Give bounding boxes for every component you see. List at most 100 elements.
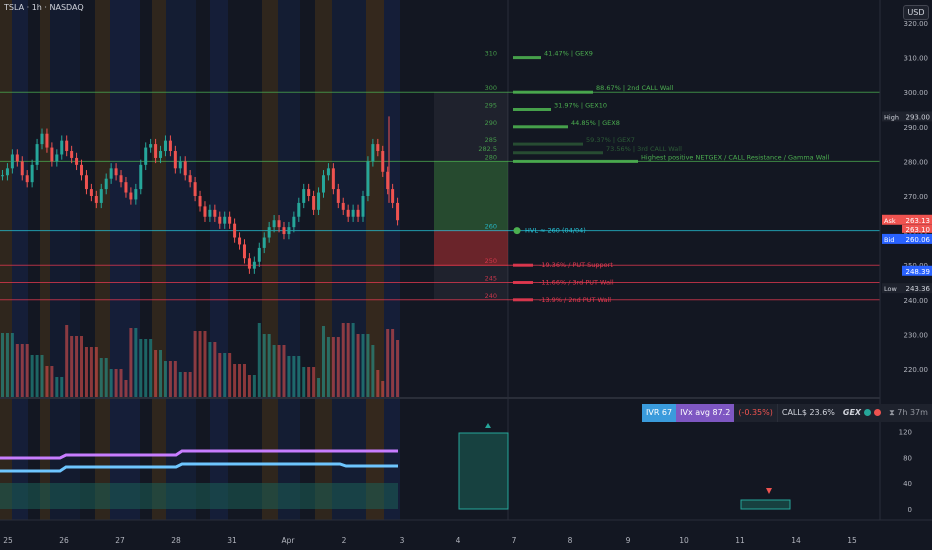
session-band: [366, 0, 384, 520]
volume-bar: [233, 364, 237, 397]
currency-button[interactable]: USD: [903, 5, 929, 20]
candle: [70, 151, 74, 158]
candle: [262, 237, 266, 248]
candle: [50, 147, 54, 162]
gex-bar: [513, 151, 603, 155]
change-badge: (-0.35%): [734, 404, 777, 422]
volume-bar: [183, 372, 187, 397]
candle: [292, 216, 296, 228]
osc-tick: 0: [908, 506, 912, 514]
time-label: 15: [847, 536, 857, 545]
volume-bar: [336, 337, 340, 397]
volume-bar: [5, 333, 9, 397]
candle: [208, 209, 212, 217]
down-triangle-icon: [766, 488, 772, 494]
time-axis[interactable]: 25 26 27 28 31 Apr 2 3 4 7 8 9 10 11 14 15: [3, 536, 857, 545]
candle: [242, 244, 246, 259]
candle: [321, 175, 325, 193]
candle: [317, 192, 321, 210]
candle: [168, 140, 172, 152]
bid-label-bg: [882, 233, 902, 244]
volume-bar: [341, 323, 345, 397]
volume-bar: [80, 336, 84, 397]
volume-bar: [326, 337, 330, 397]
candle: [193, 182, 197, 196]
gex-label: 59.37% | GEX7: [586, 136, 635, 144]
candle: [366, 161, 370, 196]
projected-call-bar: [458, 432, 509, 510]
volume-bar: [114, 369, 118, 397]
volume-bar: [30, 355, 34, 397]
volume-bar: [213, 342, 217, 397]
session-band: [12, 0, 28, 520]
price-tick: 280.00: [904, 158, 929, 166]
gex-area: [0, 483, 398, 509]
candle: [228, 216, 232, 224]
volume-bar: [99, 358, 103, 397]
volume-bar: [144, 339, 148, 397]
candle: [144, 147, 148, 165]
volume-bar: [84, 347, 88, 397]
volume-bar: [129, 328, 133, 397]
high-label-bg: [882, 111, 902, 122]
calls-badge: CALL$ 23.6%: [776, 404, 839, 422]
low-value: 243.36: [906, 285, 931, 293]
volume-bar: [386, 329, 390, 397]
candle: [326, 168, 330, 176]
volume-bar: [203, 331, 207, 397]
candle: [45, 133, 49, 148]
gex-label: -13.9% / 2nd PUT Wall: [539, 296, 611, 304]
price-tick: 270.00: [904, 193, 929, 201]
symbol-title[interactable]: TSLA · 1h · NASDAQ: [4, 3, 84, 12]
volume-bar: [396, 340, 400, 397]
volume-bar: [70, 336, 74, 397]
high-tag: [902, 111, 932, 122]
strike-label: 282.5: [478, 145, 497, 153]
session-band: [0, 0, 12, 520]
candle: [40, 133, 44, 145]
candle: [65, 140, 69, 152]
volume-bar: [198, 331, 202, 397]
osc-tick: 40: [903, 480, 912, 488]
candle: [154, 144, 158, 158]
gex-levels: 41.47% | GEX9 88.67% | 2nd CALL Wall 31.97…: [0, 50, 880, 304]
session-band: [40, 0, 50, 520]
support-value: 248.39: [906, 268, 931, 276]
volume-bar: [331, 337, 335, 397]
volume-bar: [173, 361, 177, 397]
candle: [386, 171, 390, 190]
candle: [218, 216, 222, 224]
session-shading: [0, 0, 400, 520]
ivx-badge: IVx avg 87.2: [676, 404, 735, 422]
volume-bar: [89, 347, 93, 397]
volume-bar: [252, 375, 256, 397]
volume-bar: [20, 344, 24, 397]
price-tick: 320.00: [904, 20, 929, 28]
volume-bar: [371, 345, 375, 397]
candle: [183, 161, 187, 176]
volume-bar: [307, 367, 311, 397]
strike-label: 280: [485, 153, 497, 161]
candle: [336, 189, 340, 203]
volume-bar: [168, 361, 172, 397]
volume-bar: [218, 353, 222, 397]
time-label: 2: [342, 536, 347, 545]
candle: [188, 175, 192, 183]
low-tag: [902, 283, 932, 294]
candle: [173, 151, 177, 169]
gex-label: Highest positive NETGEX / CALL Resistanc…: [641, 153, 830, 161]
volume-bar: [55, 377, 59, 397]
volume-bar: [65, 325, 69, 397]
volume-bar: [1, 333, 4, 397]
session-timer: ⧗ 7h 37m: [885, 404, 932, 422]
volume-bar: [159, 350, 163, 397]
volume-bar: [321, 326, 325, 397]
volume-bar: [149, 339, 153, 397]
up-triangle-icon: [485, 423, 491, 428]
candle: [381, 151, 385, 172]
oscillator-pane: [0, 423, 791, 510]
volume-bar: [391, 329, 395, 397]
volume-bar: [228, 353, 232, 397]
